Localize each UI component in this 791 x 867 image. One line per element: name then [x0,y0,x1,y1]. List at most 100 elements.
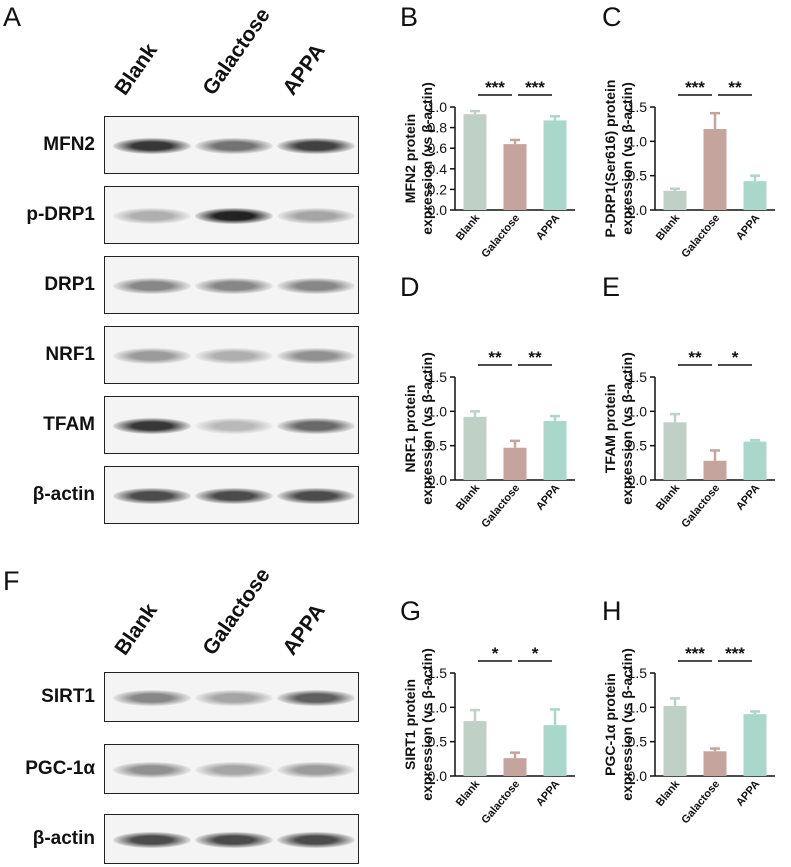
blot-band [195,832,273,848]
blot-band [195,208,273,224]
x-tick-label: Blank [454,778,483,809]
y-tick-label: 1.0 [628,133,648,149]
x-tick-label: Blank [454,482,483,513]
y-tick-label: 0.2 [428,181,448,197]
panel-label-b: B [400,2,419,32]
y-tick-label: 0.0 [428,768,448,784]
blot-band [113,488,191,504]
blot-row-label: DRP1 [44,274,95,295]
blot-band [113,348,191,364]
blot-row-label: NRF1 [45,344,95,365]
y-tick-label: 0.5 [628,168,648,184]
x-tick-label: Galactose [679,482,722,530]
y-axis-label-line: PGC-1α protein [602,673,618,776]
y-tick-label: 1.5 [628,665,648,681]
bar-blank [463,721,487,776]
significance-label: *** [525,78,545,97]
blot-band [277,832,355,848]
blot-band [277,690,355,706]
y-tick-label: 1.0 [428,99,448,115]
blot-band [195,762,273,778]
x-tick-label: Galactose [679,212,722,260]
x-tick-label: APPA [734,212,762,243]
x-tick-label: Galactose [479,482,522,530]
blot-band [113,278,191,294]
blot-band [277,762,355,778]
significance-label: ** [528,348,542,367]
significance-label: * [732,348,739,367]
bar-galactose [503,144,527,210]
blot-band [277,208,355,224]
blot-strip [104,186,359,244]
y-tick-label: 0.5 [628,734,648,750]
panel-label-h: H [602,596,622,626]
bar-galactose [703,460,727,480]
blot-strip [104,814,359,864]
lane-header-appa: APPA [278,599,330,660]
y-tick-label: 1.0 [628,699,648,715]
blot-band [113,690,191,706]
bar-galactose [703,128,727,210]
bar-appa [543,725,567,776]
y-axis-label: PGC-1α proteinexpression (vs β-actin) [602,648,635,800]
panel-label-f: F [3,566,20,596]
blot-band [195,418,273,434]
bar-chart-c: 0.00.51.01.5P-DRP1(Ser616) proteinexpres… [602,78,775,260]
panel-label-c: C [602,2,622,32]
y-axis-label: SIRT1 proteinexpression (vs β-actin) [402,648,435,800]
y-axis-label: P-DRP1(Ser616) proteinexpression (vs β-a… [602,80,635,238]
y-tick-label: 1.5 [628,369,648,385]
panel-label-e: E [602,272,621,302]
y-axis-label-line: MFN2 protein [402,114,418,203]
y-axis-label: MFN2 proteinexpression (vs β-actin) [402,82,435,234]
blot-band [277,488,355,504]
y-tick-label: 1.5 [428,665,448,681]
y-tick-label: 0.8 [428,120,448,136]
y-axis-label-line: expression (vs β-actin) [619,648,635,800]
y-tick-label: 1.0 [628,403,648,419]
blot-band [113,138,191,154]
blot-band [277,278,355,294]
lane-header-appa: APPA [278,39,330,100]
panel-label-g: G [400,596,422,626]
lane-header-blank: Blank [110,599,162,660]
x-tick-label: Galactose [479,778,522,826]
blot-band [195,488,273,504]
bar-galactose [503,758,527,776]
x-tick-label: Galactose [479,212,522,260]
significance-label: * [532,644,539,663]
bar-appa [543,120,567,210]
y-tick-label: 0.6 [428,140,448,156]
blot-strip [104,672,359,722]
bar-blank [663,190,687,210]
x-tick-label: APPA [534,212,562,243]
blot-strip [104,466,359,524]
blot-strip [104,116,359,174]
blot-strip [104,744,359,794]
y-axis-label-line: expression (vs β-actin) [419,352,435,504]
significance-label: *** [725,644,745,663]
blot-strip [104,396,359,454]
x-tick-label: Blank [654,482,683,513]
bar-galactose [503,447,527,480]
bar-blank [663,422,687,480]
significance-label: *** [685,78,705,97]
blot-band [195,348,273,364]
y-axis-label-line: P-DRP1(Ser616) protein [602,80,618,238]
x-tick-label: APPA [734,482,762,513]
lane-header-blank: Blank [110,39,162,100]
significance-label: *** [685,644,705,663]
blot-band [113,832,191,848]
significance-label: * [492,644,499,663]
y-tick-label: 0.0 [428,472,448,488]
blot-row-label: β-actin [32,828,95,849]
lane-header-galactose: Galactose [198,563,275,660]
y-tick-label: 1.5 [628,99,648,115]
y-tick-label: 0.5 [628,438,648,454]
y-tick-label: 1.5 [428,369,448,385]
blot-band [113,418,191,434]
y-tick-label: 0.5 [428,734,448,750]
